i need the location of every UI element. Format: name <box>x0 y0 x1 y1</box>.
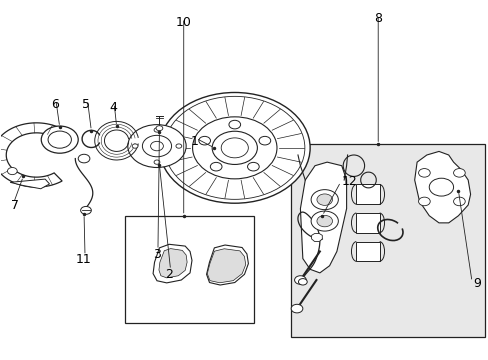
Circle shape <box>176 144 182 148</box>
Polygon shape <box>311 234 322 242</box>
Text: 2: 2 <box>165 267 173 280</box>
Circle shape <box>142 135 171 157</box>
Circle shape <box>159 93 309 203</box>
Circle shape <box>210 162 222 171</box>
Circle shape <box>298 279 306 285</box>
Text: 4: 4 <box>109 102 117 114</box>
Circle shape <box>310 211 338 231</box>
Polygon shape <box>414 152 469 223</box>
Polygon shape <box>206 245 248 285</box>
Circle shape <box>78 154 90 163</box>
Polygon shape <box>207 249 245 283</box>
Text: 1: 1 <box>191 135 199 148</box>
Circle shape <box>48 131 71 148</box>
Text: 5: 5 <box>82 98 90 111</box>
Bar <box>125 216 254 323</box>
Bar <box>356 242 379 261</box>
Circle shape <box>132 144 138 148</box>
Polygon shape <box>159 249 187 278</box>
Circle shape <box>310 190 338 210</box>
Circle shape <box>154 128 160 132</box>
Text: 12: 12 <box>341 175 357 188</box>
Circle shape <box>428 178 453 196</box>
Circle shape <box>418 168 429 177</box>
Circle shape <box>290 304 302 313</box>
Circle shape <box>41 126 78 153</box>
Polygon shape <box>300 162 346 273</box>
Circle shape <box>164 96 304 199</box>
Bar <box>356 184 379 204</box>
Bar <box>290 144 484 337</box>
Polygon shape <box>0 123 62 187</box>
Circle shape <box>212 131 257 165</box>
Text: 11: 11 <box>76 253 92 266</box>
Circle shape <box>221 138 248 158</box>
Text: 10: 10 <box>175 16 191 29</box>
Circle shape <box>127 125 186 167</box>
Circle shape <box>247 162 259 171</box>
Circle shape <box>150 141 163 151</box>
Circle shape <box>316 194 332 205</box>
Circle shape <box>7 167 17 175</box>
Circle shape <box>156 126 163 131</box>
Text: 6: 6 <box>51 98 59 111</box>
Circle shape <box>81 206 91 214</box>
Circle shape <box>192 117 276 179</box>
Circle shape <box>453 197 464 206</box>
Circle shape <box>294 276 305 284</box>
Polygon shape <box>10 179 49 189</box>
Circle shape <box>199 136 210 145</box>
Text: 3: 3 <box>153 248 161 261</box>
Circle shape <box>259 136 270 145</box>
Text: 7: 7 <box>11 198 19 212</box>
Circle shape <box>453 168 464 177</box>
Polygon shape <box>153 244 192 283</box>
Circle shape <box>316 215 332 227</box>
Circle shape <box>418 197 429 206</box>
Text: 8: 8 <box>373 12 382 25</box>
Circle shape <box>228 120 240 129</box>
Text: 9: 9 <box>472 277 480 290</box>
Bar <box>356 213 379 233</box>
Circle shape <box>154 160 160 164</box>
